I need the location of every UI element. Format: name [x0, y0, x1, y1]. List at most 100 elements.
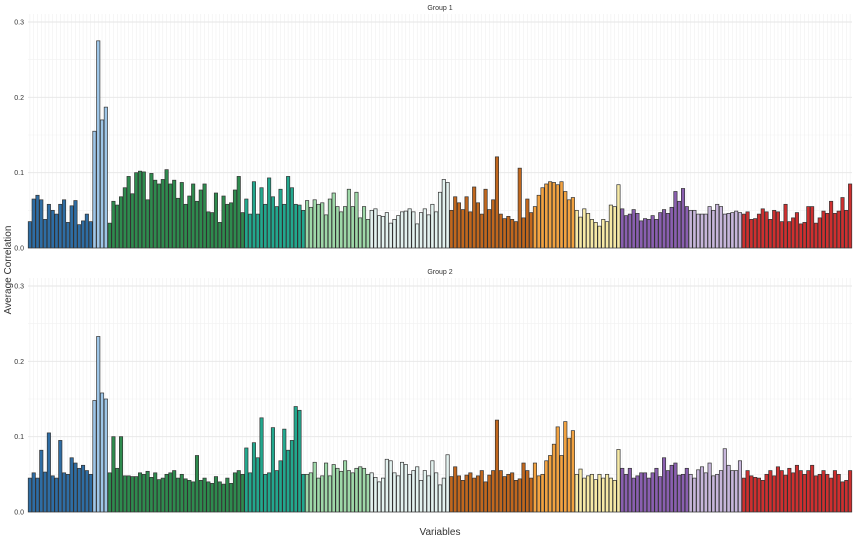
bar: [210, 483, 215, 513]
bar: [293, 406, 298, 513]
bar: [407, 473, 412, 513]
bar: [726, 464, 731, 513]
bar: [415, 466, 420, 513]
bar: [369, 472, 374, 513]
bar: [631, 477, 636, 513]
bar: [760, 208, 765, 249]
bar: [335, 467, 340, 513]
bar: [426, 214, 431, 249]
bar: [126, 176, 131, 249]
bar: [559, 455, 564, 513]
bar: [506, 216, 511, 249]
bar: [358, 217, 363, 249]
bar: [251, 442, 256, 513]
bar: [665, 213, 670, 249]
bar: [411, 211, 416, 249]
bar: [551, 443, 556, 513]
bar: [122, 475, 127, 513]
bar: [403, 464, 408, 513]
bar: [510, 472, 515, 513]
bar: [316, 203, 321, 249]
bar: [369, 209, 374, 249]
bar: [145, 199, 150, 249]
y-tick-label: 0.3: [14, 20, 24, 27]
bar: [392, 219, 397, 249]
bar: [134, 476, 139, 513]
bar: [274, 470, 279, 513]
bar: [578, 468, 583, 513]
bar: [362, 467, 367, 513]
bar: [802, 222, 807, 249]
bar: [643, 218, 648, 249]
bar: [589, 219, 594, 249]
bar: [517, 478, 522, 513]
bar: [662, 457, 667, 513]
bar: [437, 484, 443, 513]
bar: [445, 454, 450, 513]
bar: [715, 203, 720, 249]
bar: [88, 473, 93, 513]
bar: [293, 203, 298, 249]
bar: [381, 477, 386, 513]
bar: [320, 202, 325, 249]
bar: [62, 199, 67, 249]
bar: [213, 192, 218, 249]
bar: [187, 480, 192, 513]
bar: [46, 203, 51, 249]
bar: [198, 480, 203, 513]
bar: [794, 464, 799, 513]
bar: [221, 195, 226, 249]
bar: [263, 473, 268, 513]
bar: [794, 212, 799, 249]
bar: [779, 470, 784, 513]
bar: [711, 209, 716, 249]
bar: [722, 213, 727, 249]
bar: [248, 472, 253, 513]
bar: [756, 213, 761, 249]
bar: [297, 204, 302, 249]
bar: [65, 473, 70, 513]
bar: [734, 470, 739, 513]
bar: [688, 473, 693, 513]
bar: [175, 197, 181, 249]
bar: [267, 177, 272, 249]
bar: [567, 199, 572, 249]
bar: [373, 477, 378, 513]
bar: [472, 186, 477, 249]
bar: [96, 336, 101, 513]
bar: [411, 470, 416, 513]
bar: [650, 215, 655, 249]
bar: [418, 212, 424, 249]
bar: [646, 477, 651, 513]
bar: [563, 191, 568, 249]
bar: [54, 477, 59, 513]
bar: [597, 473, 602, 513]
bar: [46, 432, 51, 513]
bar: [787, 221, 792, 249]
bar: [39, 449, 44, 513]
bar: [703, 472, 708, 513]
bar: [456, 475, 462, 513]
bar: [259, 417, 264, 513]
bar: [669, 206, 674, 249]
bar: [286, 176, 291, 249]
bar: [783, 474, 788, 513]
bar: [73, 200, 78, 249]
bar: [631, 209, 636, 249]
bar: [54, 213, 59, 249]
bar: [798, 223, 803, 249]
bar: [832, 213, 837, 249]
bar: [422, 470, 427, 513]
bar: [130, 193, 135, 249]
bar: [172, 470, 177, 513]
bar: [149, 173, 154, 249]
bar: [513, 480, 518, 513]
bar: [320, 475, 325, 513]
panel-group-1: Group 1 0.0 0.1 0.2 0.3: [14, 5, 853, 253]
bar: [213, 476, 218, 513]
bar: [194, 455, 199, 513]
bar: [574, 473, 579, 513]
bar: [453, 196, 458, 249]
